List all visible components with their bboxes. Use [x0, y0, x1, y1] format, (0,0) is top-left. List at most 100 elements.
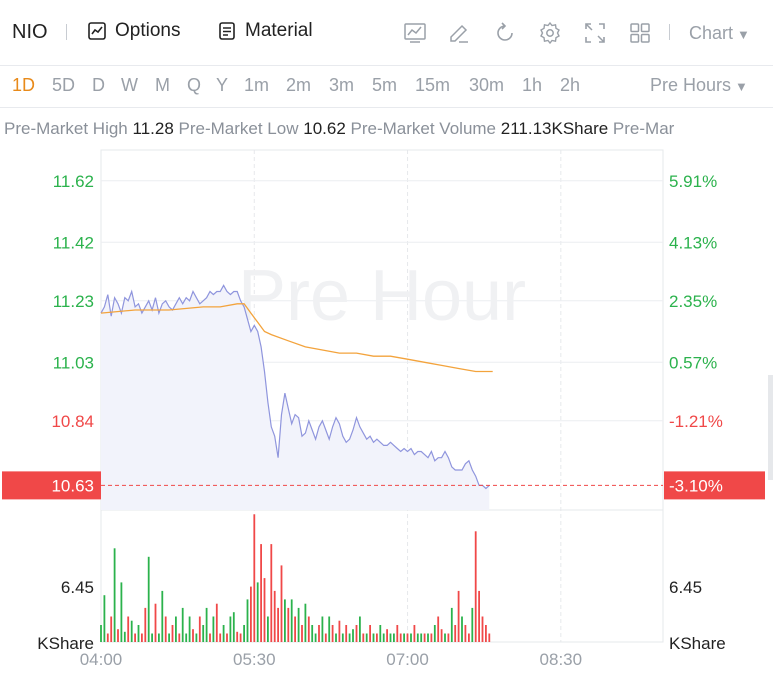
period-w[interactable]: W [121, 75, 138, 95]
volume-bar [123, 631, 126, 642]
price-line [100, 284, 490, 490]
period-3m[interactable]: 3m [329, 75, 355, 95]
refresh-icon[interactable] [493, 21, 517, 45]
chart-watermark: Pre Hour [238, 256, 526, 336]
volume-bar [450, 607, 453, 642]
volume-bar [348, 633, 351, 642]
volume-bar [359, 616, 361, 642]
session-select[interactable]: Pre Hours ▼ [650, 75, 748, 96]
stat-value-volume: 211.13KShare [500, 119, 609, 138]
price-tick-label: 11.62 [53, 172, 94, 191]
volume-bar [195, 633, 198, 642]
period-15m[interactable]: 15m [415, 75, 451, 95]
volume-bar [178, 633, 181, 642]
volume-bar [328, 616, 331, 642]
volume-bar [168, 633, 170, 642]
period-2h[interactable]: 2h [560, 75, 581, 95]
options-button[interactable]: Options [87, 20, 180, 42]
volume-bar [461, 616, 463, 642]
period-2m[interactable]: 2m [286, 75, 312, 95]
volume-bar [181, 607, 184, 642]
grid-layout-icon[interactable] [628, 21, 652, 45]
current-percent-label: -3.10% [669, 476, 723, 495]
period-5m[interactable]: 5m [372, 75, 398, 95]
volume-bar [222, 625, 225, 642]
percent-tick-label: 0.57% [669, 353, 717, 372]
stat-value-high: 11.28 [132, 119, 174, 138]
volume-bar [141, 633, 143, 642]
stat-label-high: Pre-Market High [4, 119, 128, 138]
settings-gear-icon[interactable] [538, 21, 562, 45]
volume-bar [294, 616, 296, 642]
volume-bar [273, 590, 276, 642]
period-5d[interactable]: 5D [52, 75, 76, 95]
volume-bar [447, 633, 450, 642]
volume-bar [471, 607, 474, 642]
chart-toolbar: NIO Options Material [0, 0, 773, 66]
period-q[interactable]: Q [187, 75, 202, 95]
caret-down-icon: ▼ [737, 27, 750, 42]
volume-bar [284, 599, 286, 642]
period-d[interactable]: D [92, 75, 105, 95]
volume-bar [324, 633, 327, 642]
volume-bar [410, 633, 412, 642]
volume-bar [100, 625, 102, 642]
period-30m[interactable]: 30m [469, 75, 505, 95]
volume-bar [314, 633, 317, 642]
volume-bar [416, 633, 419, 642]
volume-bar [464, 625, 467, 642]
time-tick-label: 05:30 [233, 650, 276, 669]
material-button[interactable]: Material [217, 20, 313, 42]
volume-bar [229, 616, 232, 642]
volume-bar [226, 633, 228, 642]
period-1h[interactable]: 1h [522, 75, 543, 95]
volume-bar [164, 616, 167, 642]
volume-bar [457, 590, 460, 642]
session-select-label: Pre Hours [650, 75, 732, 95]
volume-bar [236, 631, 239, 642]
volume-bar [243, 625, 245, 642]
toolbar-divider [66, 24, 67, 40]
chart-type-select[interactable]: Chart ▼ [689, 23, 750, 44]
volume-bar [352, 629, 354, 642]
time-tick-label: 07:00 [386, 650, 429, 669]
volume-bar [444, 633, 446, 642]
volume-bar [345, 625, 348, 642]
price-area [101, 285, 490, 510]
period-y[interactable]: Y [216, 75, 229, 95]
volume-bar [103, 595, 106, 642]
volume-bar [297, 607, 300, 642]
volume-bar [144, 607, 147, 642]
stat-value-low: 10.62 [303, 119, 346, 138]
volume-bar [154, 603, 157, 642]
volume-bar [437, 616, 440, 642]
volume-bar [433, 625, 436, 642]
volume-bar [287, 607, 290, 642]
volume-bar [379, 625, 382, 642]
volume-bar [369, 625, 371, 642]
volume-bar [372, 633, 375, 642]
period-1d[interactable]: 1D [12, 75, 36, 95]
draw-pen-icon[interactable] [447, 21, 471, 45]
volume-bar [331, 625, 334, 642]
percent-tick-label: 4.13% [669, 233, 717, 252]
volume-bar [280, 565, 283, 642]
volume-bar [389, 633, 392, 642]
volume-bar [212, 616, 215, 642]
volume-tick-label: 6.45 [61, 578, 94, 597]
volume-bar [239, 633, 242, 642]
volume-bar [120, 582, 123, 642]
percent-tick-label: -1.21% [669, 412, 723, 431]
period-1m[interactable]: 1m [244, 75, 270, 95]
volume-bar [481, 616, 484, 642]
volume-bar [277, 607, 279, 642]
volume-bar [321, 616, 324, 642]
volume-bar [423, 633, 426, 642]
period-m[interactable]: M [155, 75, 170, 95]
scroll-handle[interactable] [768, 375, 773, 480]
volume-bar [134, 633, 136, 642]
chart-indicator-icon[interactable] [403, 21, 427, 45]
volume-bar [355, 625, 358, 642]
fullscreen-icon[interactable] [583, 21, 607, 45]
